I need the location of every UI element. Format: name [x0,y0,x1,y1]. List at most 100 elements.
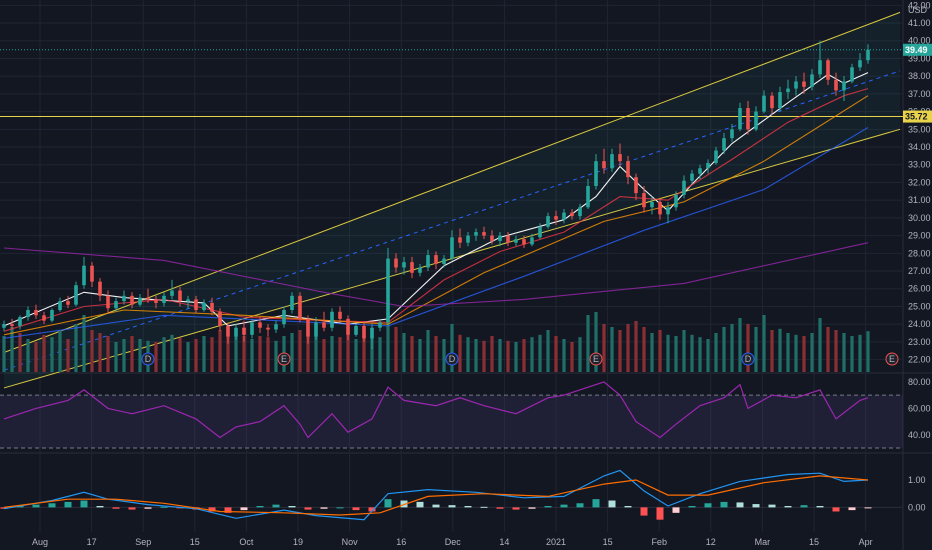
candle-body[interactable] [178,290,182,302]
macd-line[interactable] [3,469,869,521]
candle-body[interactable] [418,267,422,273]
candle-body[interactable] [298,295,302,319]
candle-body[interactable] [330,311,334,328]
candle-body[interactable] [530,237,534,245]
candle-body[interactable] [778,92,782,109]
candle-body[interactable] [130,295,134,305]
event-marker-circle[interactable] [445,352,459,366]
signal-line[interactable] [3,475,869,516]
candle-body[interactable] [762,95,766,112]
candle-body[interactable] [314,322,318,337]
candle-body[interactable] [482,232,486,236]
candle-body[interactable] [458,237,462,243]
candle-body[interactable] [506,235,510,243]
candle-body[interactable] [322,322,326,328]
candle-body[interactable] [714,150,718,163]
candle-body[interactable] [434,255,438,264]
event-marker-circle[interactable] [141,352,155,366]
candle-body[interactable] [554,216,558,220]
candle-body[interactable] [826,60,830,80]
candle-body[interactable] [50,310,54,321]
candle-body[interactable] [210,302,214,312]
candle-body[interactable] [698,168,702,174]
candle-body[interactable] [106,295,110,309]
candle-body[interactable] [746,108,750,130]
candle-body[interactable] [58,301,62,310]
candle-body[interactable] [722,138,726,151]
candle-body[interactable] [490,235,494,241]
candle-body[interactable] [586,186,590,208]
candle-body[interactable] [634,177,638,194]
candle-body[interactable] [842,81,846,91]
event-marker[interactable]: E [885,352,899,366]
candle-body[interactable] [34,310,38,316]
candle-body[interactable] [810,74,814,87]
candle-body[interactable] [370,327,374,339]
candle-body[interactable] [474,232,478,236]
candle-body[interactable] [402,262,406,268]
candle-body[interactable] [306,318,310,337]
candle-body[interactable] [122,295,126,302]
candle-body[interactable] [538,226,542,238]
candle-body[interactable] [442,258,446,264]
channel-midline[interactable] [3,70,901,371]
candle-body[interactable] [802,81,806,87]
candle-body[interactable] [354,325,358,335]
candle-body[interactable] [226,325,230,337]
candle-body[interactable] [522,239,526,245]
candle-body[interactable] [602,161,606,169]
candle-body[interactable] [282,310,286,325]
event-marker[interactable]: D [141,352,155,366]
candle-body[interactable] [274,324,278,330]
candle-body[interactable] [650,201,654,208]
candle-body[interactable] [242,327,246,335]
candle-body[interactable] [146,297,150,300]
candle-body[interactable] [578,207,582,217]
candle-body[interactable] [682,180,686,195]
candle-body[interactable] [754,111,758,130]
candle-body[interactable] [346,318,350,335]
candle-body[interactable] [250,322,254,335]
candle-body[interactable] [234,327,238,337]
candle-body[interactable] [610,154,614,169]
candle-body[interactable] [450,237,454,259]
candle-body[interactable] [218,311,222,326]
candle-body[interactable] [794,81,798,89]
candle-body[interactable] [194,299,198,310]
event-marker[interactable]: E [589,352,603,366]
candle-body[interactable] [290,295,294,310]
candle-body[interactable] [466,235,470,243]
candle-body[interactable] [258,322,262,328]
oscillator-pane[interactable] [0,381,903,449]
candle-body[interactable] [90,265,94,282]
candle-body[interactable] [570,212,574,217]
candle-body[interactable] [858,60,862,68]
candle-body[interactable] [18,317,22,326]
candle-body[interactable] [426,255,430,268]
candle-body[interactable] [562,212,566,220]
moving-average-line[interactable] [3,88,869,332]
candle-body[interactable] [410,262,414,273]
candle-body[interactable] [114,301,118,309]
candle-body[interactable] [154,299,158,303]
candle-body[interactable] [266,327,270,330]
event-marker[interactable]: E [277,352,291,366]
oscillator-line[interactable] [3,381,869,439]
moving-average-line[interactable] [3,242,869,308]
candle-body[interactable] [186,299,190,302]
candle-body[interactable] [202,302,206,310]
candle-body[interactable] [10,324,14,326]
moving-average-line[interactable] [3,127,869,339]
candle-body[interactable] [98,281,102,296]
candle-body[interactable] [42,315,46,321]
candle-body[interactable] [386,258,390,323]
candle-body[interactable] [834,79,838,91]
candle-body[interactable] [706,162,710,169]
macd-pane[interactable] [0,469,903,521]
event-marker[interactable]: D [445,352,459,366]
candle-body[interactable] [730,129,734,139]
moving-average-line[interactable] [3,95,869,336]
candle-body[interactable] [674,194,678,208]
